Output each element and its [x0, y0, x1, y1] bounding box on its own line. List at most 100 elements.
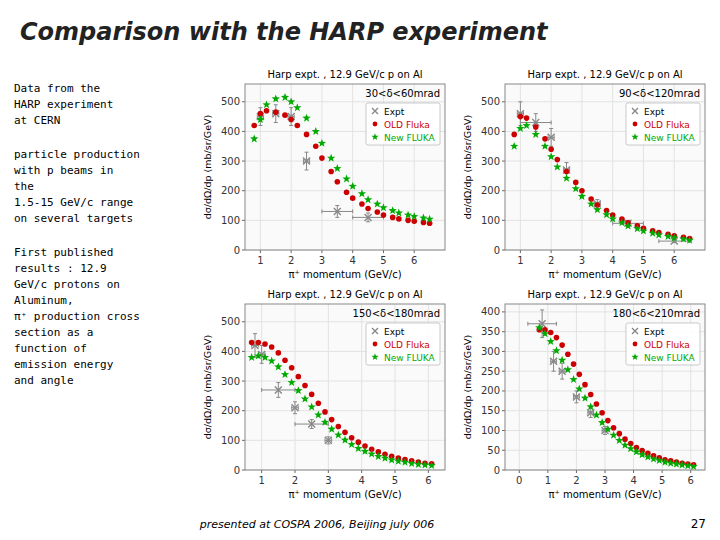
subtitle: Harp expt. , 12.9 GeV/c p on Al [527, 69, 682, 80]
marker-star [655, 456, 663, 464]
marker-star [256, 115, 264, 123]
plot-background [245, 304, 445, 470]
legend: ExptOLD FlukaNew FLUKA [366, 323, 440, 365]
grid-line [519, 304, 520, 470]
tick-label: 0 [516, 475, 522, 486]
footer-text: presented at COSPA 2006, Beijing july 00… [199, 518, 434, 531]
marker-star [547, 152, 555, 160]
tick-label: 6 [411, 255, 417, 266]
marker-circle [309, 392, 315, 398]
marker-circle [576, 372, 582, 378]
tick-label: 150 [481, 405, 500, 416]
y-axis-label: dσ/dΩ/dp (mb/sr/GeV) [462, 335, 473, 439]
marker-star [604, 425, 612, 433]
marker-star [592, 411, 600, 419]
marker-star [371, 133, 378, 140]
marker-circle [548, 146, 554, 152]
subplot: 0100200300400500123456Harp expt. , 12.9 … [202, 289, 445, 500]
page-number: 27 [691, 517, 706, 531]
side-note-line: the [14, 180, 34, 193]
marker-star [274, 362, 282, 370]
tick-label: 1 [517, 255, 523, 266]
marker-star [395, 209, 403, 217]
marker-circle [313, 143, 319, 149]
marker-star [293, 103, 301, 111]
grid-line [245, 101, 445, 102]
subtitle: Harp expt. , 12.9 GeV/c p on Al [267, 69, 422, 80]
marker-star [341, 436, 349, 444]
tick-label: 3 [579, 255, 585, 266]
marker-star [661, 458, 669, 466]
marker-star [301, 394, 309, 402]
marker-circle [396, 216, 402, 222]
marker-star [578, 192, 586, 200]
marker-star [649, 229, 657, 237]
marker-star [334, 431, 342, 439]
marker-star [532, 130, 540, 138]
marker-circle [373, 342, 378, 347]
marker-circle [594, 401, 600, 407]
legend-frame [366, 323, 440, 365]
marker-star [649, 455, 657, 463]
marker-star [421, 461, 429, 469]
marker-star [602, 210, 610, 218]
x-axis-label: π⁺ momentum (GeV/c) [288, 489, 401, 500]
marker-circle [373, 122, 378, 127]
legend-entry: Expt [384, 107, 405, 117]
legend: ExptOLD FlukaNew FLUKA [626, 323, 700, 365]
tick-label: 100 [221, 435, 240, 446]
marker-star [562, 174, 570, 182]
marker-star [321, 418, 329, 426]
marker-circle [336, 424, 342, 430]
marker-circle [273, 109, 279, 115]
tick-label: 6 [425, 475, 431, 486]
marker-circle [599, 410, 605, 416]
marker-circle [316, 401, 322, 407]
side-note: particle productionwith p beams inthe1.5… [14, 148, 140, 225]
plot-frame [505, 84, 705, 250]
marker-circle [633, 342, 638, 347]
tick-label: 300 [481, 346, 500, 357]
marker-star [342, 174, 350, 182]
marker-circle [289, 365, 295, 371]
tick-label: 3 [325, 475, 331, 486]
grid-line [245, 381, 445, 382]
data-group [510, 102, 694, 245]
marker-star [553, 163, 561, 171]
marker-circle [304, 132, 310, 138]
marker-star [631, 133, 638, 140]
marker-star [404, 211, 412, 219]
marker-circle [359, 201, 365, 207]
marker-star [631, 353, 638, 360]
marker-star [558, 356, 566, 364]
tick-label: 200 [481, 385, 500, 396]
marker-star [581, 394, 589, 402]
side-note: First publishedresults : 12.9GeV/c proto… [14, 246, 140, 387]
marker-x [372, 108, 378, 114]
marker-circle [405, 218, 411, 224]
y-error-bar [274, 105, 278, 123]
plot-background [505, 304, 705, 470]
marker-star [268, 357, 276, 365]
marker-star [598, 418, 606, 426]
marker-circle [319, 155, 325, 161]
marker-x [550, 358, 557, 365]
legend-entry: New FLUKA [644, 353, 696, 363]
marker-star [394, 457, 402, 465]
side-note-line: Data from the [14, 82, 100, 95]
marker-x [372, 328, 378, 334]
grid-line [321, 84, 322, 250]
grid-line [245, 410, 445, 411]
marker-x [563, 166, 570, 173]
tick-label: 300 [221, 156, 240, 167]
marker-x [573, 393, 580, 400]
marker-x [292, 404, 299, 411]
tick-label: 100 [481, 425, 500, 436]
marker-star [287, 97, 295, 105]
marker-star [361, 447, 369, 455]
grid-line [328, 304, 329, 470]
plot-frame [245, 304, 445, 470]
marker-star [318, 139, 326, 147]
subplot: 0501001502002503003504000123456Harp expt… [462, 289, 705, 500]
tick-label: 500 [481, 96, 500, 107]
